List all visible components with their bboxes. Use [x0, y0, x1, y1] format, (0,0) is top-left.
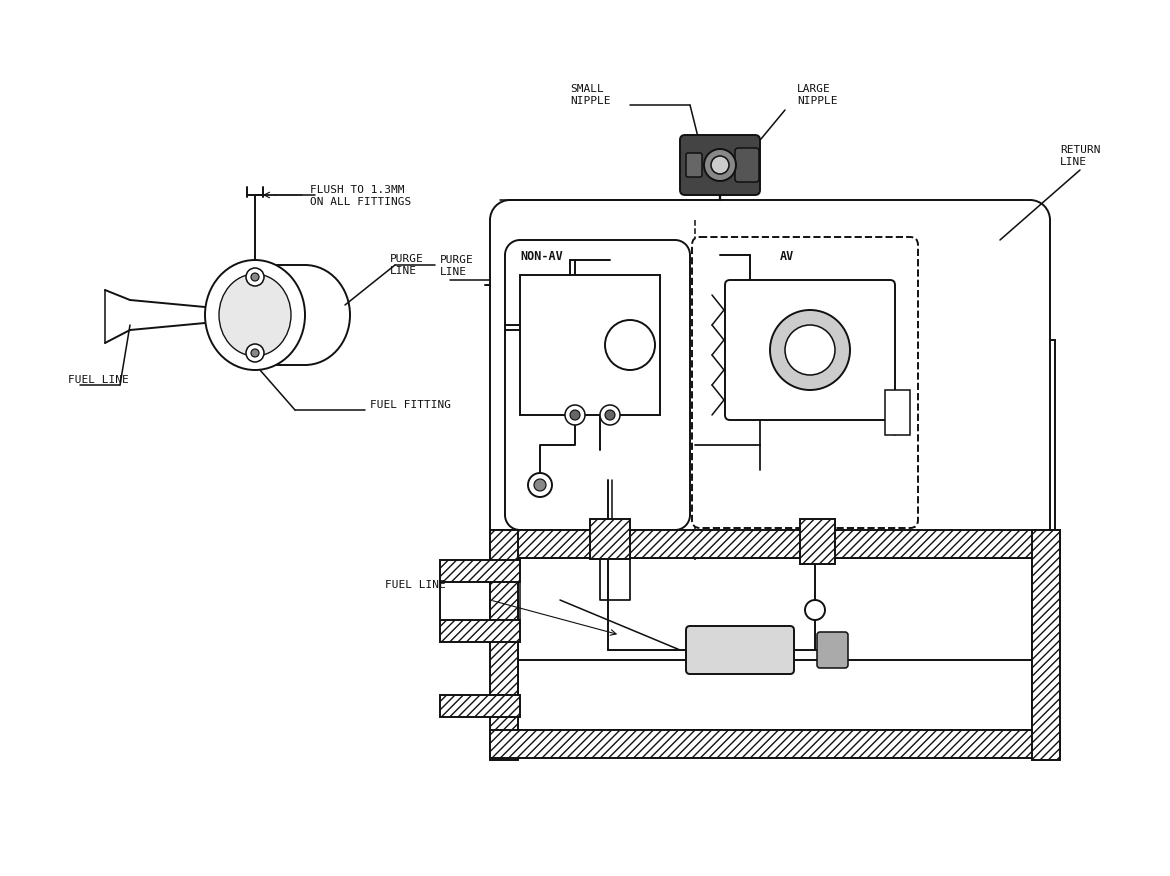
FancyBboxPatch shape — [686, 153, 702, 177]
Circle shape — [565, 405, 585, 425]
Circle shape — [528, 473, 552, 497]
Bar — [1032, 530, 1060, 760]
Text: FUEL LINE: FUEL LINE — [68, 375, 129, 385]
Bar — [440, 695, 519, 717]
FancyBboxPatch shape — [680, 135, 760, 195]
Circle shape — [770, 310, 849, 390]
Circle shape — [605, 320, 655, 370]
Bar — [490, 530, 1060, 558]
Bar — [490, 530, 518, 760]
Circle shape — [711, 156, 729, 174]
Ellipse shape — [205, 260, 305, 370]
Circle shape — [605, 410, 615, 420]
Circle shape — [600, 405, 620, 425]
Ellipse shape — [219, 274, 291, 356]
Text: RETURN
LINE: RETURN LINE — [1060, 145, 1101, 167]
Bar — [519, 275, 660, 415]
Bar — [440, 560, 519, 582]
Text: SMALL
NIPPLE: SMALL NIPPLE — [570, 84, 611, 106]
Text: PURGE
LINE: PURGE LINE — [390, 254, 424, 276]
Text: FUEL FITTING: FUEL FITTING — [370, 400, 450, 410]
Circle shape — [570, 410, 580, 420]
Circle shape — [805, 600, 825, 620]
FancyBboxPatch shape — [686, 626, 794, 674]
FancyBboxPatch shape — [725, 280, 895, 420]
Bar — [800, 519, 835, 564]
Circle shape — [252, 273, 259, 281]
Text: NON-AV: NON-AV — [519, 250, 563, 263]
Bar — [440, 620, 519, 642]
Bar — [885, 390, 910, 435]
Circle shape — [246, 268, 264, 286]
FancyBboxPatch shape — [817, 632, 848, 668]
Circle shape — [704, 149, 736, 181]
Text: FLUSH TO 1.3MM
ON ALL FITTINGS: FLUSH TO 1.3MM ON ALL FITTINGS — [310, 185, 411, 208]
Text: LARGE
NIPPLE: LARGE NIPPLE — [797, 84, 838, 106]
Circle shape — [246, 344, 264, 362]
FancyBboxPatch shape — [691, 237, 918, 528]
Circle shape — [785, 325, 835, 375]
Text: PURGE
LINE: PURGE LINE — [440, 255, 474, 278]
Text: FUEL LINE: FUEL LINE — [385, 580, 446, 590]
Circle shape — [252, 349, 259, 357]
Bar — [590, 519, 629, 559]
Circle shape — [534, 479, 546, 491]
Text: AV: AV — [780, 250, 794, 263]
Bar — [490, 730, 1060, 758]
FancyBboxPatch shape — [735, 148, 759, 182]
